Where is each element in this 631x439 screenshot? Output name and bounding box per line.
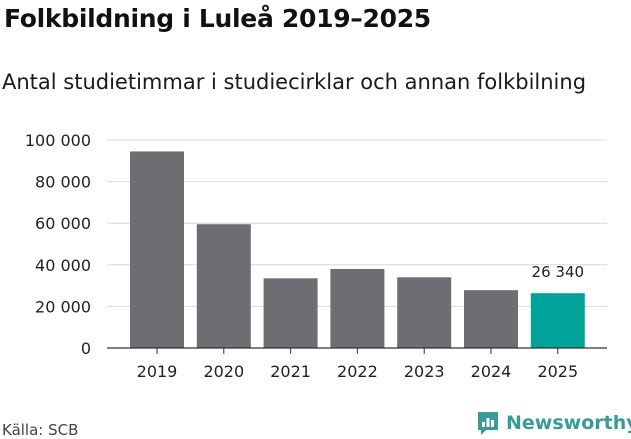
y-tick-label: 40 000 [35,256,91,275]
x-tick-label: 2021 [270,362,311,381]
bar-2023 [397,277,452,348]
y-tick-label: 100 000 [25,131,91,150]
x-tick-label: 2020 [203,362,244,381]
newsworthy-logo-icon [478,412,498,435]
bar-2022 [330,268,385,348]
bar-2021 [263,278,318,348]
bars [130,151,585,348]
data-label: 26 340 [532,263,585,281]
x-axis: 2019 2020 2021 2022 2023 2024 2025 [107,347,607,381]
x-tick-label: 2023 [404,362,445,381]
chart-title: Folkbildning i Luleå 2019–2025 [4,4,431,33]
y-axis: 0 20 000 40 000 60 000 80 000 100 000 [25,131,91,358]
y-tick-label: 80 000 [35,173,91,192]
x-tick-label: 2019 [137,362,178,381]
y-tick-label: 20 000 [35,297,91,316]
y-tick-label: 60 000 [35,214,91,233]
bar-2024 [464,290,518,348]
bar-2020 [196,224,251,348]
brand-name: Newsworthy [506,412,631,434]
x-tick-label: 2024 [471,362,512,381]
source-text: Källa: SCB [2,421,79,439]
brand-logo: Newsworthy [476,408,631,438]
y-tick-label: 0 [81,339,91,358]
bar-2019 [130,151,184,348]
x-tick-label: 2022 [337,362,378,381]
data-labels: 26 340 [532,263,585,281]
chart-subtitle: Antal studietimmar i studiecirklar och a… [2,70,587,94]
bar-2025 [530,293,585,348]
x-tick-label: 2025 [537,362,578,381]
